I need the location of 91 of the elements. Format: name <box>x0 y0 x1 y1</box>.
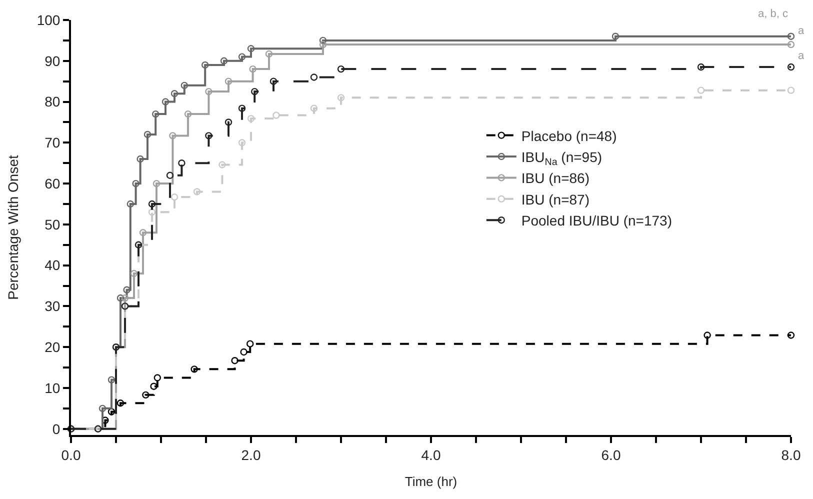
point <box>108 376 116 384</box>
point <box>130 270 138 278</box>
point <box>337 65 345 73</box>
point <box>190 366 198 373</box>
legend-label: Pooled IBU/IBU (n=173) <box>521 212 672 229</box>
point <box>170 193 178 201</box>
point <box>180 82 188 90</box>
point <box>787 332 795 339</box>
point <box>247 45 255 52</box>
point <box>251 88 258 96</box>
point <box>246 340 254 348</box>
point <box>224 118 232 126</box>
y-tick-label: 40 <box>44 257 60 274</box>
text: a <box>798 50 805 62</box>
annotation: a, b, c <box>758 8 788 20</box>
point <box>148 208 156 216</box>
point <box>98 404 106 412</box>
y-tick-label: 0 <box>52 420 60 437</box>
point <box>126 200 134 208</box>
point <box>238 139 246 146</box>
point <box>238 53 246 60</box>
point <box>170 90 178 98</box>
y-tick-label: 100 <box>36 12 60 28</box>
point <box>152 110 160 118</box>
x-tick-label: 0.0 <box>61 446 81 463</box>
point <box>612 32 620 40</box>
x-axis-title: Time (hr) <box>404 474 458 489</box>
y-axis-title: Percentage With Onset <box>4 155 21 300</box>
point <box>337 94 345 102</box>
point <box>270 78 278 85</box>
point <box>787 63 795 71</box>
legend-label: Placebo (n=48) <box>521 128 617 144</box>
point <box>224 78 232 85</box>
y-tick-label: 70 <box>44 134 60 151</box>
point <box>205 132 212 140</box>
y-tick-label: 80 <box>44 94 60 110</box>
point <box>178 160 186 167</box>
point <box>108 408 116 416</box>
point <box>169 132 176 140</box>
point <box>193 188 201 196</box>
point <box>166 172 174 179</box>
point <box>249 65 256 73</box>
point <box>319 36 327 44</box>
point <box>150 382 158 390</box>
y-tick-label: 20 <box>44 338 60 355</box>
point <box>123 286 130 294</box>
point <box>184 110 192 118</box>
point <box>272 112 280 119</box>
point <box>139 229 147 236</box>
point <box>697 63 705 71</box>
point <box>704 332 711 339</box>
y-tick-label: 90 <box>44 52 60 69</box>
point <box>238 104 246 112</box>
y-tick-label: 60 <box>44 175 60 192</box>
x-tick-label: 2.0 <box>241 446 261 463</box>
point <box>240 348 248 356</box>
point <box>319 40 327 48</box>
point <box>144 130 152 138</box>
point <box>218 161 226 168</box>
point <box>202 61 209 69</box>
point <box>152 180 160 188</box>
y-tick-label: 10 <box>44 380 60 396</box>
point <box>787 40 795 48</box>
point <box>116 294 124 302</box>
point <box>787 86 795 94</box>
point <box>310 74 318 81</box>
point <box>265 50 273 58</box>
point <box>154 374 161 382</box>
point <box>787 32 795 40</box>
legend-label: IBU (n=86) <box>521 170 590 186</box>
legend-label: IBU$_{Na}$ (n=95) <box>521 148 602 168</box>
text: a <box>798 25 805 37</box>
point <box>220 57 228 64</box>
legend-label: IBU (n=87) <box>521 191 590 208</box>
y-tick-label: 50 <box>44 216 60 232</box>
point <box>247 114 255 122</box>
point <box>231 356 238 364</box>
point <box>136 155 144 163</box>
point <box>132 180 140 188</box>
point <box>121 294 129 302</box>
x-tick-label: 6.0 <box>601 446 621 463</box>
point <box>148 200 156 208</box>
x-tick-label: 8.0 <box>781 446 801 463</box>
point <box>697 86 705 94</box>
point <box>205 88 212 96</box>
point <box>142 391 150 399</box>
point <box>116 400 124 407</box>
point <box>310 104 318 112</box>
x-tick-label: 4.0 <box>421 446 441 463</box>
point <box>162 98 170 106</box>
y-tick-label: 30 <box>44 298 60 314</box>
